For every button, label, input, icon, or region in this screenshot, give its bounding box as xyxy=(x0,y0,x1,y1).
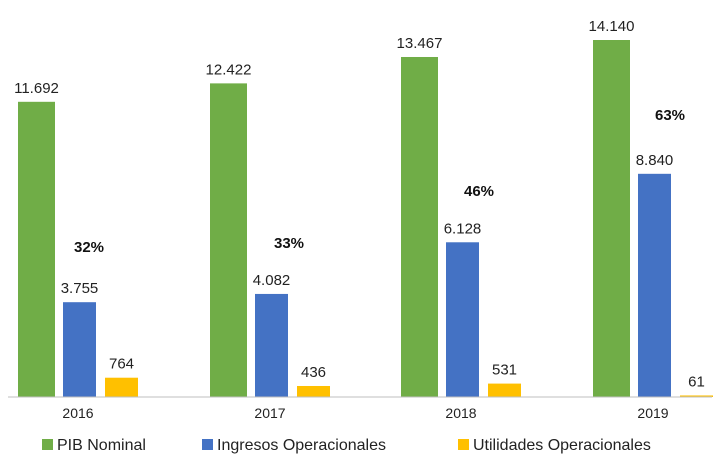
bar-ingresos-operacionales-2018 xyxy=(446,242,479,397)
legend-label: Utilidades Operacionales xyxy=(473,437,651,454)
value-label-ingresos-operacionales-2018: 6.128 xyxy=(444,220,482,237)
value-label-pib-nominal-2017: 12.422 xyxy=(206,61,252,78)
value-label-ingresos-operacionales-2016: 3.755 xyxy=(61,280,99,297)
percentage-annotation-2019: 63% xyxy=(655,107,685,124)
bar-ingresos-operacionales-2019 xyxy=(638,173,671,397)
value-label-pib-nominal-2019: 14.140 xyxy=(589,18,635,35)
bar-ingresos-operacionales-2016 xyxy=(63,302,96,397)
value-label-pib-nominal-2018: 13.467 xyxy=(397,35,443,52)
bar-pib-nominal-2016 xyxy=(18,101,55,397)
percentage-annotations-layer: 32% 33% 46% 63% xyxy=(74,107,685,256)
legend: PIB Nominal Ingresos Operacionales Utilida… xyxy=(42,437,651,454)
percentage-annotation-2016: 32% xyxy=(74,239,104,256)
percentage-annotation-2017: 33% xyxy=(274,235,304,252)
category-label-2019: 2019 xyxy=(637,405,668,421)
legend-item-pib-nominal: PIB Nominal xyxy=(42,437,146,454)
legend-label: Ingresos Operacionales xyxy=(217,437,386,454)
legend-swatch xyxy=(42,439,53,450)
bar-ingresos-operacionales-2017 xyxy=(255,293,288,397)
legend-item-ingresos-operacionales: Ingresos Operacionales xyxy=(202,437,386,454)
value-label-pib-nominal-2016: 11.692 xyxy=(14,80,59,97)
bar-utilidades-operacionales-2017 xyxy=(297,385,330,397)
bar-utilidades-operacionales-2016 xyxy=(105,377,138,397)
bar-utilidades-operacionales-2018 xyxy=(488,383,521,397)
value-label-ingresos-operacionales-2017: 4.082 xyxy=(253,272,291,289)
legend-swatch xyxy=(202,439,213,450)
value-label-utilidades-operacionales-2016: 764 xyxy=(109,356,134,373)
category-label-2018: 2018 xyxy=(445,405,476,421)
legend-label: PIB Nominal xyxy=(57,437,146,454)
value-label-utilidades-operacionales-2017: 436 xyxy=(301,364,326,381)
value-label-ingresos-operacionales-2019: 8.840 xyxy=(636,152,674,169)
category-labels-layer: 2016 2017 2018 2019 xyxy=(62,405,668,421)
legend-swatch xyxy=(458,439,469,450)
bar-pib-nominal-2019 xyxy=(593,40,630,397)
bar-pib-nominal-2017 xyxy=(210,83,247,397)
value-labels-layer: 11.692 3.755 764 12.422 4.082 436 13.467 6.128 5… xyxy=(14,18,705,390)
value-label-utilidades-operacionales-2018: 531 xyxy=(492,362,517,379)
category-label-2017: 2017 xyxy=(254,405,285,421)
category-label-2016: 2016 xyxy=(62,405,93,421)
bars-layer xyxy=(18,40,713,398)
percentage-annotation-2018: 46% xyxy=(464,183,494,200)
value-label-utilidades-operacionales-2019: 61 xyxy=(688,373,705,390)
bar-utilidades-operacionales-2019 xyxy=(680,395,713,397)
bar-pib-nominal-2018 xyxy=(401,56,438,398)
legend-item-utilidades-operacionales: Utilidades Operacionales xyxy=(458,437,651,454)
